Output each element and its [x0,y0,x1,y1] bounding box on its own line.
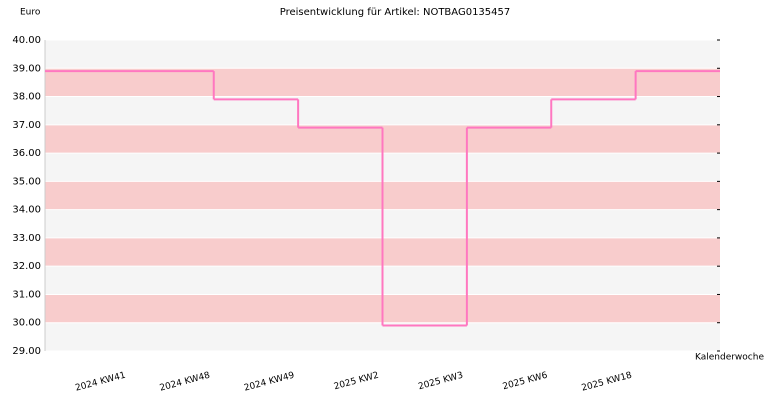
y-tick-label: 33.00 [12,233,41,244]
x-tick-label: 2025 KW18 [581,371,634,394]
y-tick-label: 32.00 [12,261,41,272]
y-tick-label: 40.00 [12,35,41,46]
y-tick-label: 30.00 [12,318,41,329]
y-tick-label: 38.00 [12,92,41,103]
y-tick-label: 31.00 [12,289,41,300]
y-axis-label: Euro [20,8,41,18]
x-tick-label: 2024 KW41 [74,371,127,394]
band [45,40,720,69]
x-tick-label: 2024 KW48 [159,371,212,394]
y-tick-label: 36.00 [12,148,41,159]
y-tick-label: 34.00 [12,205,41,216]
x-tick-label: 2024 KW49 [243,371,296,394]
chart-title: Preisentwicklung für Artikel: NOTBAG0135… [280,7,511,18]
y-tick-label: 29.00 [12,346,41,357]
band [45,68,720,97]
y-tick-label: 37.00 [12,120,41,131]
band [45,96,720,125]
x-tick-label: 2025 KW2 [333,371,380,393]
y-tick-label: 35.00 [12,176,41,187]
x-axis-label: Kalenderwoche [695,353,764,363]
y-tick-label: 39.00 [12,63,41,74]
x-tick-label: 2025 KW3 [417,371,464,393]
x-tick-label: 2025 KW6 [502,371,549,393]
band [45,322,720,351]
